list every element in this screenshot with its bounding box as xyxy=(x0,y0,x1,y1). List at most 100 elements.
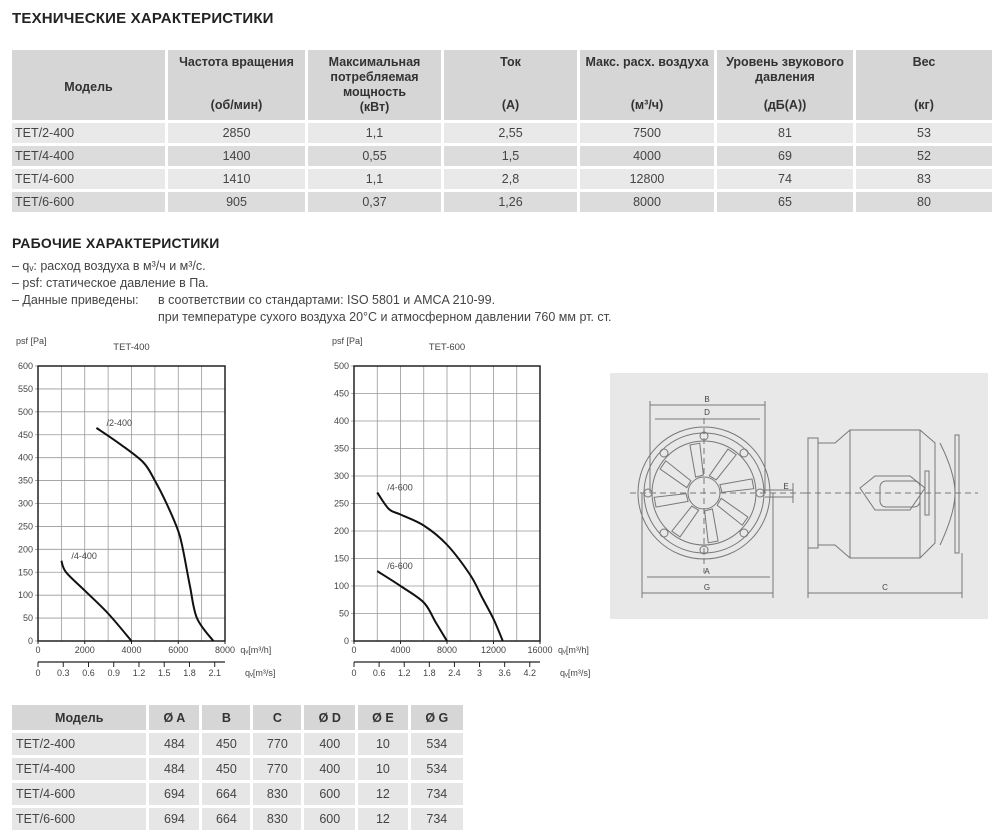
table-cell: 694 xyxy=(149,808,200,830)
table-row: TET/6-600 694 664 830 600 12 734 xyxy=(12,808,463,830)
table-row: TET/4-400 484 450 770 400 10 534 xyxy=(12,758,463,780)
chart-title: TET-400 xyxy=(113,342,149,353)
y-axis-label: psf [Pa] xyxy=(332,336,363,346)
x2-tick-label: 3.6 xyxy=(498,668,511,678)
table-cell: 600 xyxy=(304,783,356,805)
dims-header: Ø A xyxy=(149,705,200,730)
table-cell: 12800 xyxy=(580,169,714,189)
dim-label-b: B xyxy=(704,395,709,404)
x-tick-label: 8000 xyxy=(215,645,235,655)
table-cell: 81 xyxy=(717,123,853,143)
fan-blade xyxy=(708,448,737,481)
x2-tick-label: 0.6 xyxy=(373,668,386,678)
table-cell: 2,8 xyxy=(444,169,577,189)
fan-blade xyxy=(659,460,692,489)
header-unit: (об/мин) xyxy=(210,98,263,112)
series-label: /6-600 xyxy=(387,561,413,571)
header-unit: (кг) xyxy=(914,98,934,112)
y-tick-label: 400 xyxy=(334,416,349,426)
header-label: Максимальная потребляемая мощность xyxy=(328,55,421,99)
y-tick-label: 450 xyxy=(334,389,349,399)
specs-header-1: Частота вращения (об/мин) xyxy=(168,50,305,120)
y-tick-label: 250 xyxy=(334,499,349,509)
table-cell: 12 xyxy=(358,808,408,830)
table-cell: 770 xyxy=(253,758,302,780)
table-cell: 1,1 xyxy=(308,169,441,189)
header-unit: (м³/ч) xyxy=(630,98,664,112)
x-tick-label: 0 xyxy=(35,645,40,655)
header-content: Частота вращения (об/мин) xyxy=(172,50,301,116)
y-tick-label: 100 xyxy=(334,581,349,591)
x2-tick-label: 0 xyxy=(351,668,356,678)
y-tick-label: 100 xyxy=(18,590,33,600)
table-cell: 450 xyxy=(202,733,251,755)
x2-tick-label: 1.8 xyxy=(423,668,436,678)
table-cell: 905 xyxy=(168,192,305,212)
table-row: TET/2-400 2850 1,1 2,55 7500 81 53 xyxy=(12,123,992,143)
x2-tick-label: 1.8 xyxy=(183,668,196,678)
header-content: Вес (кг) xyxy=(860,50,988,116)
dims-header: Модель xyxy=(12,705,147,730)
table-cell: 770 xyxy=(253,733,302,755)
series-label: /4-600 xyxy=(387,483,413,493)
table-cell: 484 xyxy=(149,733,200,755)
table-row: TET/6-600 905 0,37 1,26 8000 65 80 xyxy=(12,192,992,212)
specs-header-3: Ток (А) xyxy=(444,50,577,120)
header-unit: (кВт) xyxy=(359,100,390,114)
header-content: Уровень звукового давления (дБ(А)) xyxy=(721,50,849,116)
table-cell: TET/4-600 xyxy=(12,169,165,189)
fan-side-view xyxy=(805,429,978,598)
table-cell: 52 xyxy=(856,146,992,166)
dim-label-e: E xyxy=(783,482,788,491)
table-cell: 2850 xyxy=(168,123,305,143)
note-qv: – qᵥ: расход воздуха в м³/ч и м³/с. xyxy=(12,259,206,273)
header-unit: (А) xyxy=(501,98,520,112)
specs-header-0: Модель xyxy=(12,50,165,120)
x2-tick-label: 4.2 xyxy=(524,668,537,678)
y-axis-label: psf [Pa] xyxy=(16,336,47,346)
table-cell: 450 xyxy=(202,758,251,780)
dim-label-c: C xyxy=(882,583,888,592)
x2-tick-label: 0.3 xyxy=(57,668,70,678)
table-cell: 664 xyxy=(202,783,251,805)
fan-blade xyxy=(671,505,700,538)
table-cell: TET/6-600 xyxy=(12,808,147,830)
dim-label-d: D xyxy=(704,408,710,417)
table-cell: 734 xyxy=(410,783,463,805)
y-tick-label: 0 xyxy=(344,636,349,646)
table-cell: 10 xyxy=(358,758,408,780)
table-cell: TET/2-400 xyxy=(12,733,147,755)
table-row: TET/2-400 484 450 770 400 10 534 xyxy=(12,733,463,755)
specs-header-5: Уровень звукового давления (дБ(А)) xyxy=(717,50,853,120)
fan-blade xyxy=(653,493,689,508)
table-cell: 1400 xyxy=(168,146,305,166)
x2-tick-label: 0.9 xyxy=(107,668,120,678)
fan-dimension-diagram: B D A G C E xyxy=(610,373,988,619)
table-row: TET/4-600 1410 1,1 2,8 12800 74 83 xyxy=(12,169,992,189)
x-tick-label: 6000 xyxy=(168,645,188,655)
x-axis-label: qᵥ[m³/h] xyxy=(240,645,271,655)
y-tick-label: 350 xyxy=(18,476,33,486)
specs-header-2: Максимальная потребляемая мощность (кВт) xyxy=(308,50,441,120)
x2-axis-label: qᵥ[m³/s] xyxy=(560,668,590,678)
y-tick-label: 200 xyxy=(18,544,33,554)
table-cell: 4000 xyxy=(580,146,714,166)
table-cell: 0,55 xyxy=(308,146,441,166)
table-cell: 53 xyxy=(856,123,992,143)
x-tick-label: 2000 xyxy=(75,645,95,655)
fan-blade xyxy=(704,508,719,544)
dim-label-g: G xyxy=(704,583,710,592)
fan-front-view xyxy=(630,401,810,598)
specs-header-4: Макс. расх. воздуха (м³/ч) xyxy=(580,50,714,120)
y-tick-label: 500 xyxy=(334,361,349,371)
y-tick-label: 0 xyxy=(28,636,33,646)
table-cell: 664 xyxy=(202,808,251,830)
header-label: Ток xyxy=(500,55,521,69)
x-tick-label: 4000 xyxy=(390,645,410,655)
y-tick-label: 600 xyxy=(18,361,33,371)
table-cell: 1,5 xyxy=(444,146,577,166)
header-label: Частота вращения xyxy=(179,55,294,69)
x-tick-label: 8000 xyxy=(437,645,457,655)
x2-tick-label: 0.6 xyxy=(82,668,95,678)
table-cell: 2,55 xyxy=(444,123,577,143)
